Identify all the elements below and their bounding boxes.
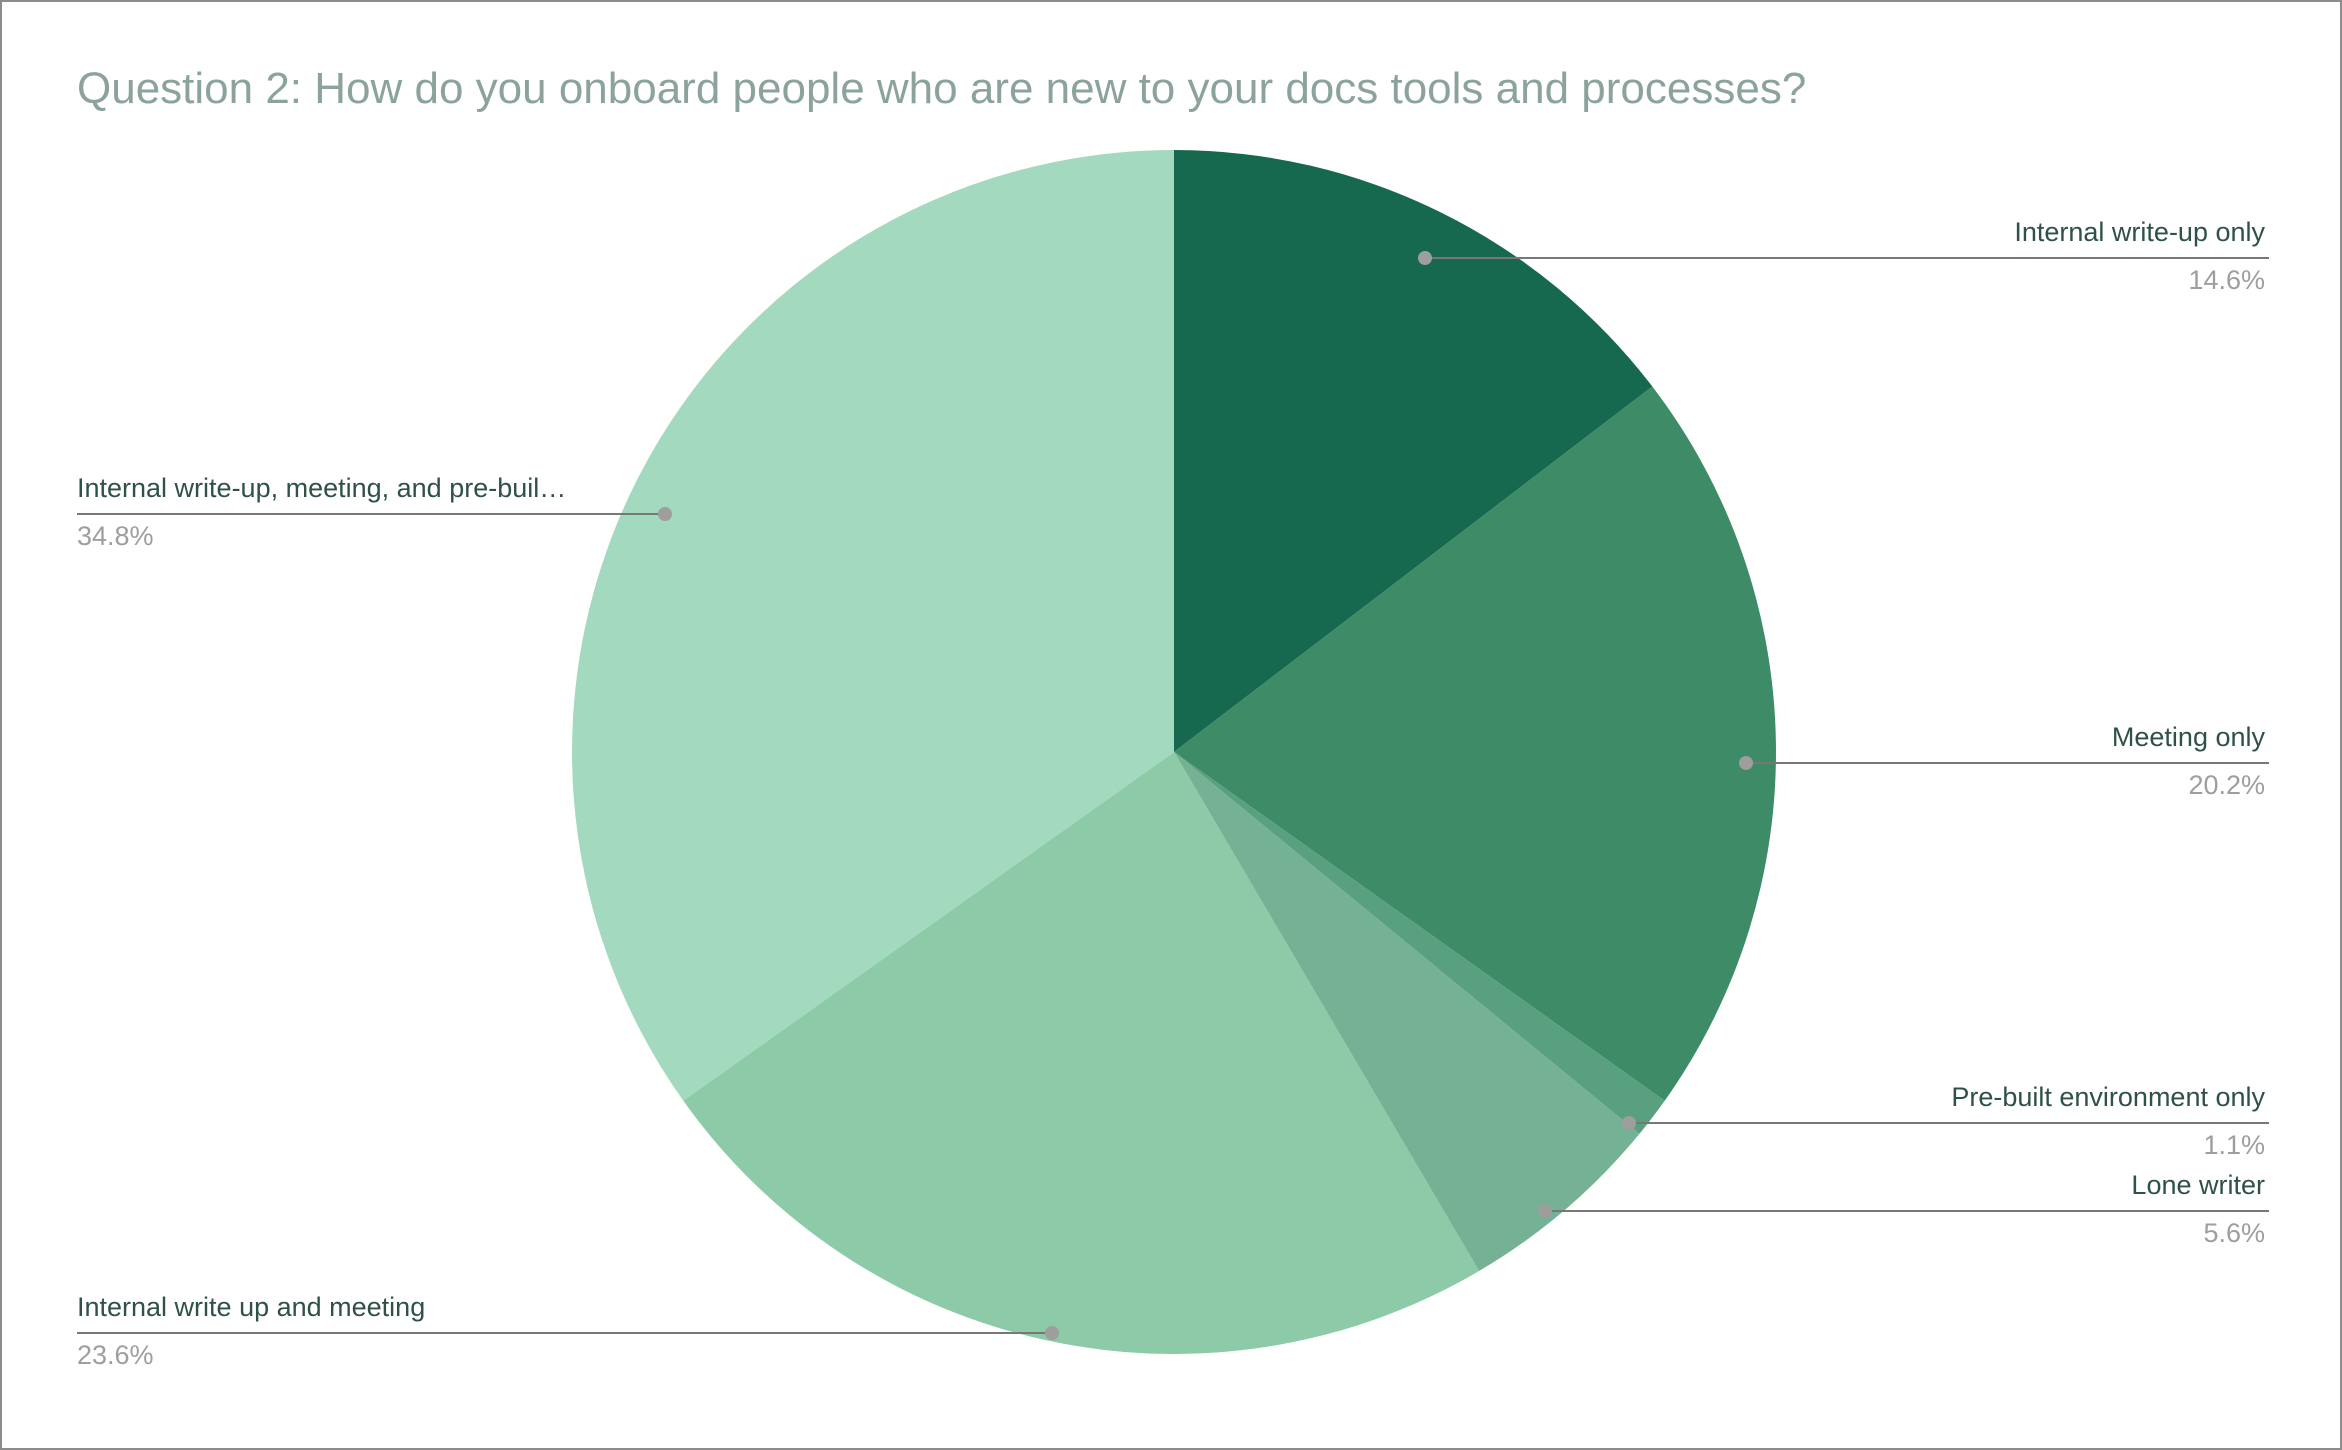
slice-percentage: 34.8% [77,521,154,551]
pie-slice-2[interactable] [1174,386,1776,1101]
slice-label: Pre-built environment only [1951,1082,2265,1112]
pie-slice-5[interactable] [683,752,1480,1354]
chart-title: Question 2: How do you onboard people wh… [77,64,1807,113]
slice-label: Internal write up and meeting [77,1292,426,1322]
slice-label: Internal write-up only [2014,217,2265,247]
leader-dot [1739,756,1753,770]
leader-dot [1045,1326,1059,1340]
leader-dot [658,507,672,521]
pie-slice-6[interactable] [572,150,1174,1101]
leader-dot [1538,1204,1552,1218]
leader-dot [1622,1116,1636,1130]
pie-slice-3[interactable] [1174,752,1665,1134]
slice-label: Internal write-up, meeting, and pre-buil… [77,473,567,503]
slice-percentage: 5.6% [2203,1218,2265,1248]
leader-dot [1418,251,1432,265]
pie-slice-4[interactable] [1174,752,1640,1271]
slice-label: Meeting only [2111,722,2265,752]
slice-percentage: 23.6% [77,1340,154,1370]
slice-label: Lone writer [2131,1170,2265,1200]
slice-percentage: 14.6% [2188,265,2265,295]
slice-percentage: 1.1% [2203,1130,2265,1160]
pie-slice-1[interactable] [1174,150,1653,752]
slice-percentage: 20.2% [2188,770,2265,800]
